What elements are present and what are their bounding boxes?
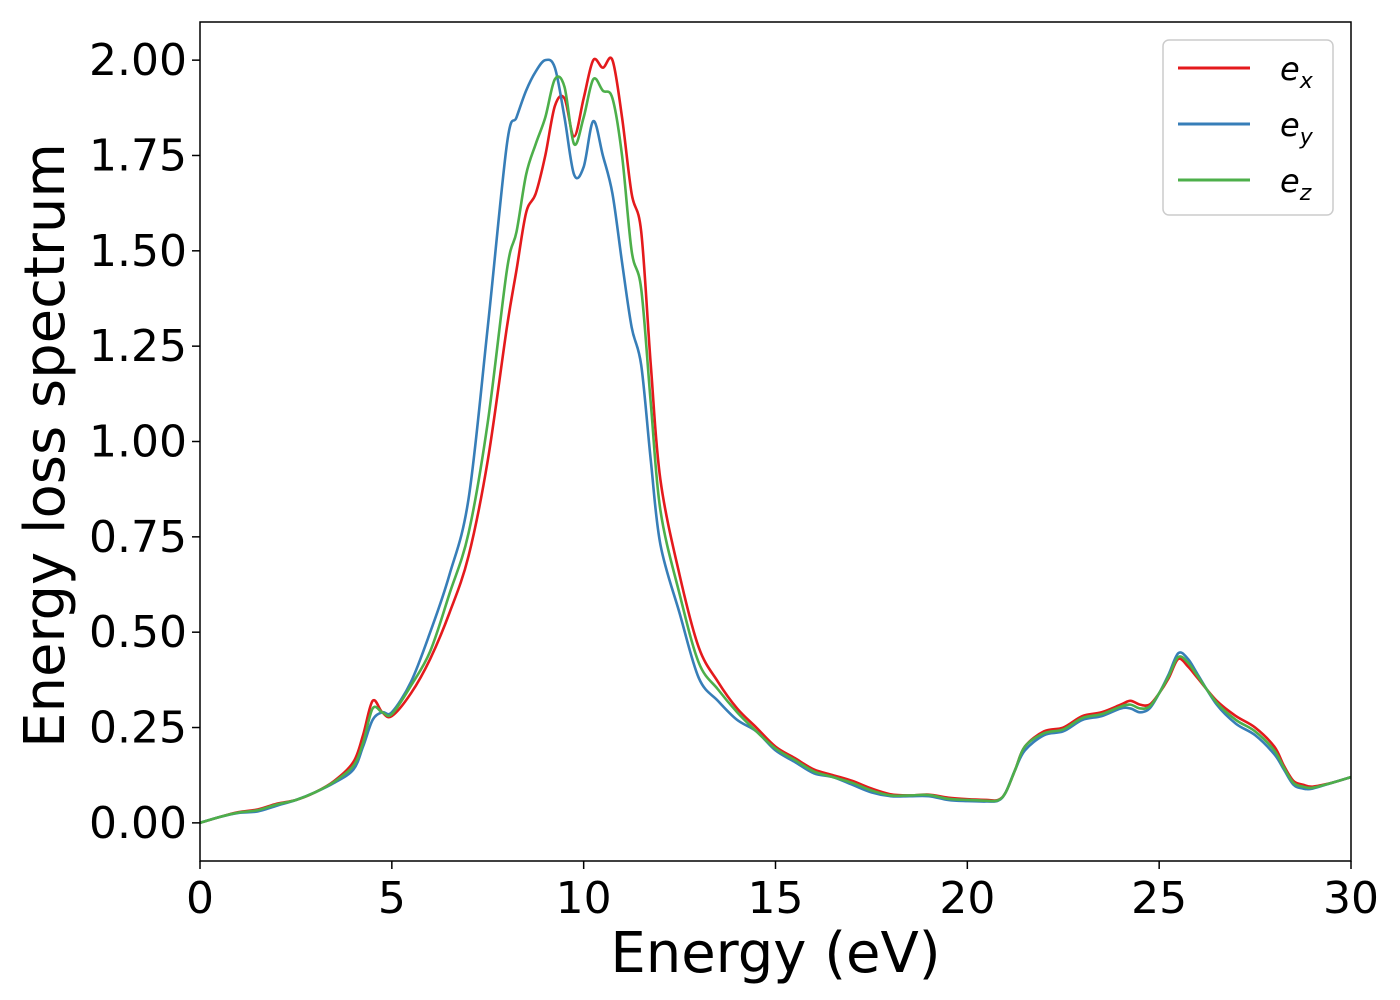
series-line-e_z: [199, 75, 1352, 825]
y-tick-label: 1.25: [89, 321, 187, 372]
x-tick-label: 0: [186, 873, 214, 924]
ticks-layer: 0 5 10 15 20 25 30 0.00 0.25 0.50 0.75 1.00 1.25 1.50…: [89, 35, 1379, 924]
y-tick-label: 1.50: [89, 226, 187, 277]
y-tick-label: 0.50: [89, 607, 187, 658]
x-tick-label: 20: [939, 873, 995, 924]
y-axis-label: Energy loss spectrum: [13, 143, 78, 748]
y-tick-label: 0.75: [89, 512, 187, 563]
y-tick-label: 1.75: [89, 130, 187, 181]
legend-label-e_y: ey: [1280, 106, 1314, 150]
x-tick-label: 5: [378, 873, 406, 924]
y-tick-label: 0.25: [89, 703, 187, 754]
x-tick-label: 30: [1323, 873, 1379, 924]
y-tick-label: 1.00: [89, 417, 187, 468]
y-tick-label: 2.00: [89, 35, 187, 86]
x-tick-label: 25: [1131, 873, 1187, 924]
series-layer: [199, 56, 1352, 825]
x-axis-label: Energy (eV): [610, 921, 940, 986]
legend-box: [1162, 39, 1334, 216]
x-tick-label: 15: [748, 873, 804, 924]
x-tick-label: 10: [556, 873, 612, 924]
y-tick-label: 0.00: [89, 798, 187, 849]
